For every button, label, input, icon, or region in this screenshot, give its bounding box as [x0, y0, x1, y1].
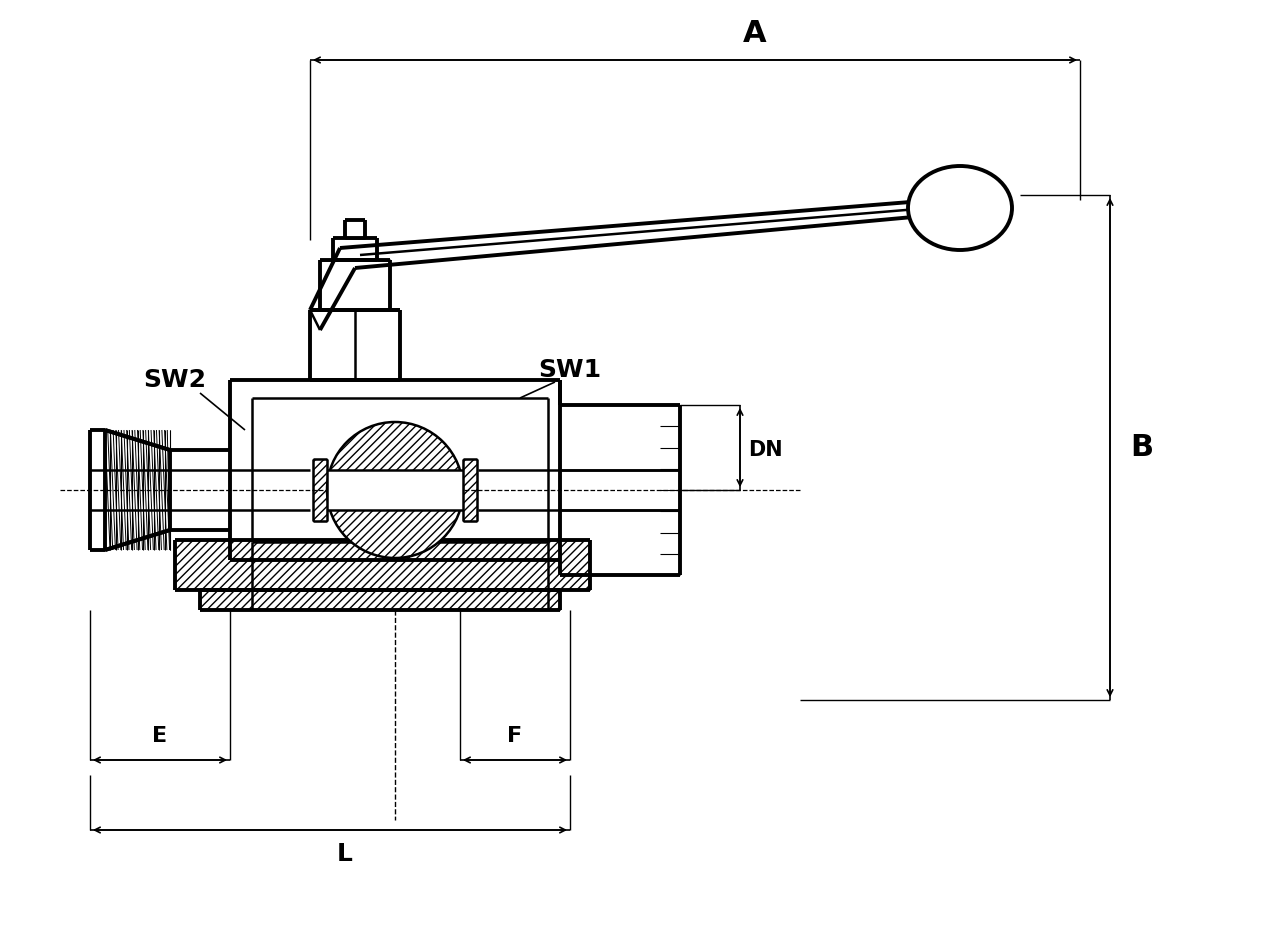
Ellipse shape	[908, 166, 1012, 250]
Text: A: A	[744, 19, 767, 48]
Bar	[175, 540, 590, 590]
Text: L: L	[337, 842, 353, 866]
Circle shape	[326, 422, 463, 558]
Text: SW2: SW2	[143, 368, 206, 392]
Bar	[314, 459, 326, 521]
Text: F: F	[507, 726, 522, 746]
Text: E: E	[152, 726, 168, 746]
Text: DN: DN	[748, 440, 782, 460]
Bar	[463, 459, 477, 521]
Text: SW1: SW1	[539, 358, 602, 382]
Text: B: B	[1130, 433, 1153, 462]
Bar	[200, 590, 561, 610]
Bar	[326, 470, 463, 510]
